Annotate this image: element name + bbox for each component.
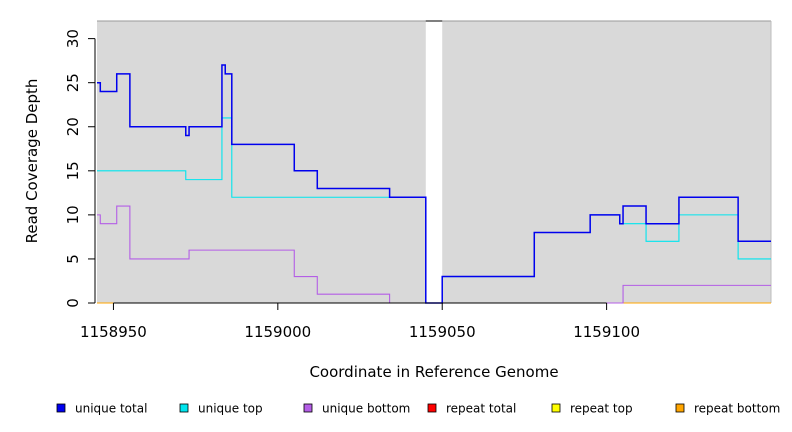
- y-tick-label: 15: [64, 161, 82, 180]
- x-tick-label: 1159050: [409, 323, 476, 341]
- legend-swatch-repeat-total: [427, 403, 437, 413]
- plot-panel: [97, 20, 772, 303]
- legend-label-repeat-top: repeat top: [570, 402, 633, 416]
- panel-bg-left: [97, 21, 426, 303]
- x-axis-title: Coordinate in Reference Genome: [309, 363, 558, 381]
- legend-swatch-unique-top: [179, 403, 189, 413]
- legend-swatch-unique-bottom: [303, 403, 313, 413]
- y-axis-title: Read Coverage Depth: [23, 79, 41, 244]
- legend-label-unique-bottom: unique bottom: [322, 402, 410, 416]
- axes: 0 5 10 15 20 25 30 1158950 1159000 1159050 1159100: [64, 29, 640, 341]
- legend-label-unique-total: unique total: [75, 402, 147, 416]
- panel-bg-right: [442, 21, 771, 303]
- y-tick-label: 25: [64, 73, 82, 92]
- legend: unique total unique top unique bottom repea…: [56, 402, 780, 416]
- y-tick-label: 20: [64, 117, 82, 136]
- series-line-unique-total: [97, 64, 771, 304]
- legend-swatch-repeat-bottom: [675, 403, 685, 413]
- y-tick-label: 5: [64, 254, 82, 264]
- legend-swatch-unique-total: [56, 403, 66, 413]
- x-tick-label: 1159000: [244, 323, 311, 341]
- legend-swatch-repeat-top: [551, 403, 561, 413]
- x-tick-label: 1158950: [80, 323, 147, 341]
- legend-label-repeat-total: repeat total: [446, 402, 516, 416]
- x-tick-label: 1159100: [573, 323, 640, 341]
- y-tick-label: 30: [64, 29, 82, 48]
- legend-label-repeat-bottom: repeat bottom: [694, 402, 780, 416]
- y-tick-label: 10: [64, 205, 82, 224]
- y-tick-label: 0: [64, 298, 82, 308]
- legend-label-unique-top: unique top: [198, 402, 263, 416]
